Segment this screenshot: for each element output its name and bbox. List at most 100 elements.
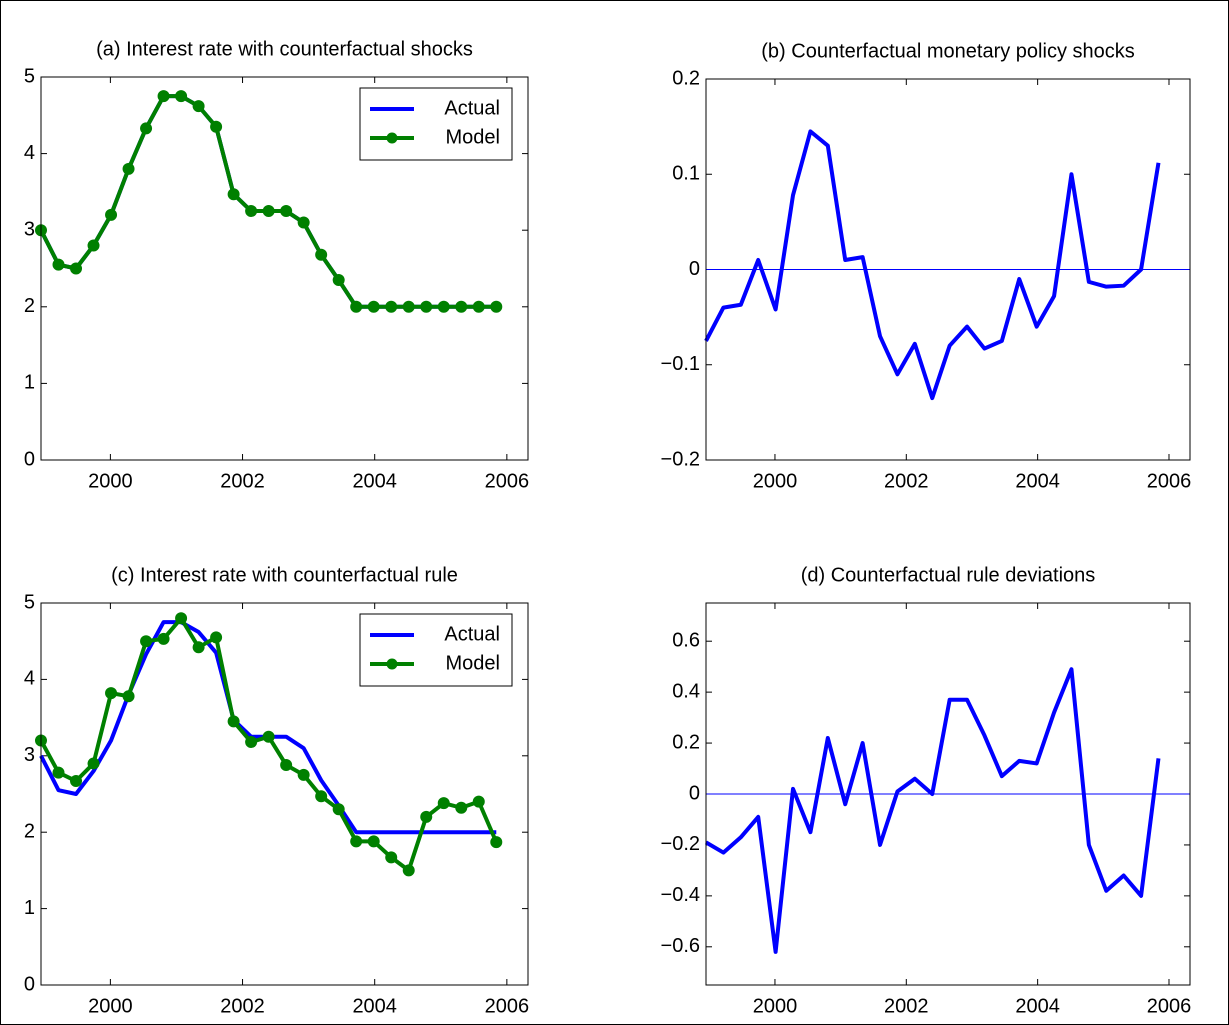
y-tick-label: −0.1 bbox=[661, 353, 700, 375]
series-line bbox=[704, 667, 1161, 954]
point-marker bbox=[402, 300, 415, 313]
point-marker bbox=[472, 795, 485, 808]
series-line bbox=[704, 129, 1161, 401]
point-marker bbox=[122, 690, 135, 703]
point-marker bbox=[175, 612, 188, 625]
x-tick-label: 2000 bbox=[753, 470, 798, 492]
axes-box bbox=[705, 78, 1191, 461]
plot-series bbox=[35, 612, 503, 877]
point-marker bbox=[192, 641, 205, 654]
legend-label: Model bbox=[446, 126, 500, 148]
point-marker bbox=[227, 188, 240, 201]
x-tick-label: 2000 bbox=[88, 470, 133, 492]
point-marker bbox=[437, 300, 450, 313]
point-marker bbox=[70, 775, 83, 788]
x-tick-label: 2002 bbox=[884, 470, 929, 492]
axes-box bbox=[40, 602, 529, 986]
x-tick-label: 2004 bbox=[352, 470, 397, 492]
y-tick-label: 1 bbox=[24, 897, 35, 919]
y-tick-label: 2 bbox=[24, 295, 35, 317]
y-tick-label: 0 bbox=[689, 782, 700, 804]
point-marker bbox=[490, 836, 503, 849]
point-marker bbox=[52, 766, 65, 779]
point-marker bbox=[157, 90, 170, 103]
plot-series bbox=[704, 129, 1161, 401]
point-marker bbox=[490, 300, 503, 313]
y-tick-label: 4 bbox=[24, 668, 35, 690]
point-marker bbox=[455, 801, 468, 814]
y-tick-label: 0 bbox=[689, 258, 700, 280]
point-marker bbox=[332, 273, 345, 286]
point-marker bbox=[385, 851, 398, 864]
legend-label: Actual bbox=[444, 623, 500, 645]
legend-marker bbox=[386, 132, 398, 144]
x-tick-label: 2006 bbox=[485, 470, 530, 492]
x-tick-label: 2002 bbox=[220, 470, 265, 492]
chart-title: (c) Interest rate with counterfactual ru… bbox=[111, 564, 458, 586]
point-marker bbox=[315, 790, 328, 803]
y-tick-label: −0.2 bbox=[661, 833, 700, 855]
x-tick-label: 2004 bbox=[1015, 470, 1060, 492]
x-tick-label: 2002 bbox=[884, 995, 929, 1017]
x-tick-label: 2006 bbox=[1147, 995, 1192, 1017]
y-tick-label: −0.6 bbox=[661, 935, 700, 957]
y-tick-label: 0.2 bbox=[672, 731, 700, 753]
point-marker bbox=[437, 797, 450, 810]
x-tick-label: 2000 bbox=[88, 995, 133, 1017]
y-tick-label: 0.1 bbox=[672, 163, 700, 185]
point-marker bbox=[262, 205, 275, 218]
y-tick-label: 1 bbox=[24, 372, 35, 394]
point-marker bbox=[262, 730, 275, 743]
point-marker bbox=[122, 162, 135, 175]
y-tick-label: 0 bbox=[24, 448, 35, 470]
y-tick-label: 4 bbox=[24, 142, 35, 164]
y-tick-label: 0 bbox=[24, 973, 35, 995]
point-marker bbox=[245, 205, 258, 218]
point-marker bbox=[385, 300, 398, 313]
point-marker bbox=[87, 757, 100, 770]
point-marker bbox=[157, 632, 170, 645]
y-tick-label: −0.2 bbox=[661, 448, 700, 470]
y-tick-label: 0.4 bbox=[672, 680, 700, 702]
point-marker bbox=[350, 835, 363, 848]
point-marker bbox=[245, 736, 258, 749]
point-marker bbox=[227, 715, 240, 728]
legend-label: Model bbox=[446, 652, 500, 674]
point-marker bbox=[140, 122, 153, 135]
point-marker bbox=[175, 90, 188, 103]
x-tick-label: 2002 bbox=[220, 995, 265, 1017]
point-marker bbox=[280, 758, 293, 771]
x-tick-label: 2004 bbox=[352, 995, 397, 1017]
point-marker bbox=[105, 208, 118, 221]
legend-box bbox=[359, 613, 513, 687]
x-tick-label: 2000 bbox=[753, 995, 798, 1017]
y-tick-label: 3 bbox=[24, 218, 35, 240]
plot-series bbox=[704, 667, 1161, 954]
y-tick-label: 2 bbox=[24, 820, 35, 842]
point-marker bbox=[367, 835, 380, 848]
y-tick-label: −0.4 bbox=[661, 884, 700, 906]
point-marker bbox=[210, 631, 223, 644]
point-marker bbox=[87, 239, 100, 252]
point-marker bbox=[140, 635, 153, 648]
point-marker bbox=[52, 258, 65, 271]
chart-title: (d) Counterfactual rule deviations bbox=[801, 564, 1096, 586]
point-marker bbox=[350, 300, 363, 313]
y-tick-label: 5 bbox=[24, 65, 35, 87]
point-marker bbox=[455, 300, 468, 313]
point-marker bbox=[472, 300, 485, 313]
x-tick-label: 2006 bbox=[485, 995, 530, 1017]
point-marker bbox=[332, 803, 345, 816]
point-marker bbox=[297, 768, 310, 781]
point-marker bbox=[297, 216, 310, 229]
point-marker bbox=[420, 300, 433, 313]
legend-marker bbox=[386, 658, 398, 670]
chart-title: (b) Counterfactual monetary policy shock… bbox=[761, 40, 1135, 62]
point-marker bbox=[70, 262, 83, 275]
y-tick-label: 3 bbox=[24, 744, 35, 766]
y-tick-label: 0.2 bbox=[672, 67, 700, 89]
y-tick-label: 0.6 bbox=[672, 629, 700, 651]
point-marker bbox=[315, 248, 328, 261]
